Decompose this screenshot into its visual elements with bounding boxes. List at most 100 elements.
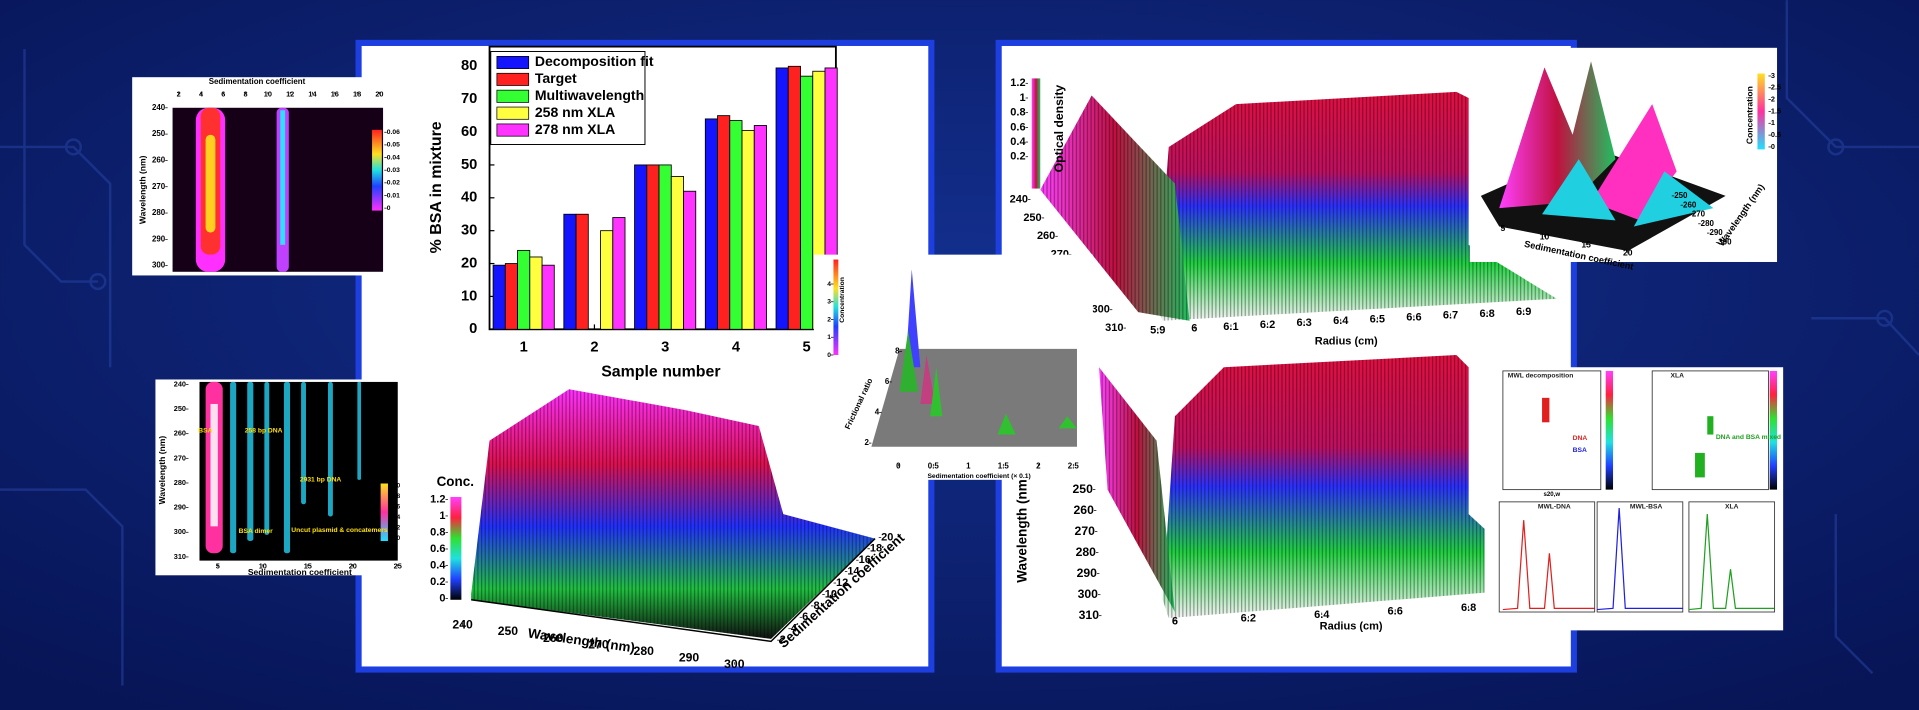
x-tick-label: 1.5 — [998, 461, 1010, 470]
y-tick-label: 240 — [174, 379, 186, 388]
y-axis-label: % BSA in mixture — [428, 121, 445, 253]
x-tick-label: 0 — [896, 461, 901, 470]
z-tick-label: 1 — [1019, 92, 1025, 104]
z-tick-label: 3 — [1771, 71, 1775, 80]
c-tick-label: 1.0 — [392, 483, 401, 490]
x-tick-label: 6.7 — [1443, 310, 1458, 322]
y-tick-label: 310 — [174, 552, 186, 561]
y-tick-label: 4 — [791, 623, 798, 635]
x-tick-label: 16 — [331, 89, 339, 98]
x-tick-label: 290 — [679, 650, 700, 664]
x-label: Radius (cm) — [1320, 621, 1383, 633]
x-tick-label: 6.8 — [1461, 602, 1476, 614]
x-tick-label: 300 — [724, 657, 745, 671]
y-tick-label: 250 — [1073, 482, 1094, 496]
y-tick-label: 10 — [461, 288, 477, 304]
bar — [612, 217, 626, 330]
x-tick-label: 6 — [1191, 323, 1197, 335]
y-tick-label: 260 — [1683, 200, 1697, 209]
colorbar — [380, 483, 388, 542]
circuit-lines — [0, 0, 1919, 686]
composite-frame — [1484, 367, 1784, 631]
y-tick-label: 50 — [461, 157, 477, 173]
bar — [717, 115, 731, 330]
x-tick-label: 25 — [394, 562, 402, 571]
x-tick-label: 20 — [375, 89, 383, 98]
heatmap-b-labels: 5 10 15 20 25 240 250 260 270 280 290 300 310 0.0 0.2 0… — [157, 379, 402, 577]
z-tick-label: 0.4 — [1010, 136, 1026, 148]
bar — [517, 249, 531, 330]
y-tick-label: 6 — [802, 611, 808, 623]
x-tick-label: 6.4 — [1333, 315, 1349, 327]
y-tick-label: 260 — [152, 156, 166, 165]
y-tick-label: 30 — [461, 223, 477, 239]
bar — [563, 213, 577, 330]
bar — [658, 164, 672, 330]
bar — [704, 118, 718, 330]
composite-labels: MWL decomposition XLA MWL-DNA MWL-BSA XLA DNA… — [1508, 373, 1781, 511]
y-tick-label: 20 — [461, 255, 477, 271]
colorbar — [833, 259, 839, 355]
y-tick-label: 2 — [780, 634, 786, 646]
x-tick-label: 18 — [353, 89, 361, 98]
x-tick-label: 6.2 — [1260, 319, 1275, 331]
y-tick-label: 290 — [174, 503, 186, 512]
bar — [575, 213, 589, 330]
x-tick-label: 10 — [264, 89, 272, 98]
legend-label: Multiwavelength — [535, 87, 644, 103]
annotation: Uncut plasmid & concatemers — [291, 527, 388, 534]
x-tick-label: 6.3 — [1296, 317, 1311, 329]
y-tick-label: 280 — [1076, 545, 1097, 559]
y-tick-label: 240 — [152, 103, 166, 112]
y-tick-label: 240 — [1010, 193, 1028, 205]
legend-label: 278 nm XLA — [535, 121, 616, 137]
c-tick-label: 0.6 — [392, 504, 401, 511]
x-tick-label: 6 — [1172, 616, 1178, 628]
y-tick-label: 310 — [1105, 322, 1123, 334]
title: Sedimentation coefficient — [209, 77, 306, 86]
y-tick-label: 20 — [881, 531, 893, 543]
x-label: s20,w — [1544, 491, 1561, 498]
y-tick-label: 250 — [174, 404, 186, 413]
y-tick-label: 16 — [859, 554, 871, 566]
y-tick-label: 70 — [461, 91, 477, 107]
x-tick-label: 2 — [177, 89, 181, 98]
y-tick-label: 280 — [174, 478, 186, 487]
x-tick-label: 5.9 — [1150, 324, 1165, 336]
x-tick-label: 6.6 — [1388, 606, 1403, 618]
y-tick-label: 80 — [461, 58, 477, 74]
heatmap-a — [132, 77, 404, 276]
c-tick-label: 0 — [387, 205, 391, 212]
bar — [529, 256, 543, 330]
z-tick-label: 1.2 — [1010, 77, 1025, 89]
y-tick-label: 8 — [895, 346, 900, 355]
title: XLA — [1725, 504, 1739, 511]
x-tick-label: 10 — [1540, 231, 1550, 241]
y-tick-label: 270 — [1075, 524, 1096, 538]
y-tick-label: 60 — [461, 124, 477, 140]
title: MWL-BSA — [1630, 504, 1663, 511]
z-tick-label: 0.6 — [430, 543, 445, 555]
colorbar — [450, 496, 462, 600]
y-tick-label: 280 — [1701, 219, 1715, 228]
y-label: Wavelength (nm) — [1015, 475, 1030, 583]
x-tick-label: 0.5 — [928, 461, 940, 470]
surface-small — [813, 254, 1093, 480]
heatmap-a-labels: 2 4 6 8 10 12 14 16 18 20 240 250 260 270 280 290 300 0 0.… — [137, 77, 400, 270]
x-tick-label: 6.2 — [1241, 612, 1256, 624]
y-label: Wavelength (nm) — [157, 436, 167, 505]
z-tick-label: 0 — [1771, 142, 1775, 151]
z-tick-label: 0.6 — [1010, 121, 1025, 133]
z-tick-label: 1 — [827, 334, 831, 341]
y-tick-label: 250 — [152, 129, 166, 138]
x-tick-label: 6.1 — [1223, 321, 1238, 333]
legend-swatch — [496, 72, 530, 86]
bar — [541, 264, 555, 330]
z-tick-label: 4 — [827, 281, 831, 288]
y-tick-label: 10 — [825, 588, 837, 600]
annotation: BSA dimer — [239, 528, 273, 535]
z-label: Optical density — [1052, 85, 1066, 173]
x-tick-label: 14 — [308, 89, 317, 98]
bar — [775, 67, 789, 330]
